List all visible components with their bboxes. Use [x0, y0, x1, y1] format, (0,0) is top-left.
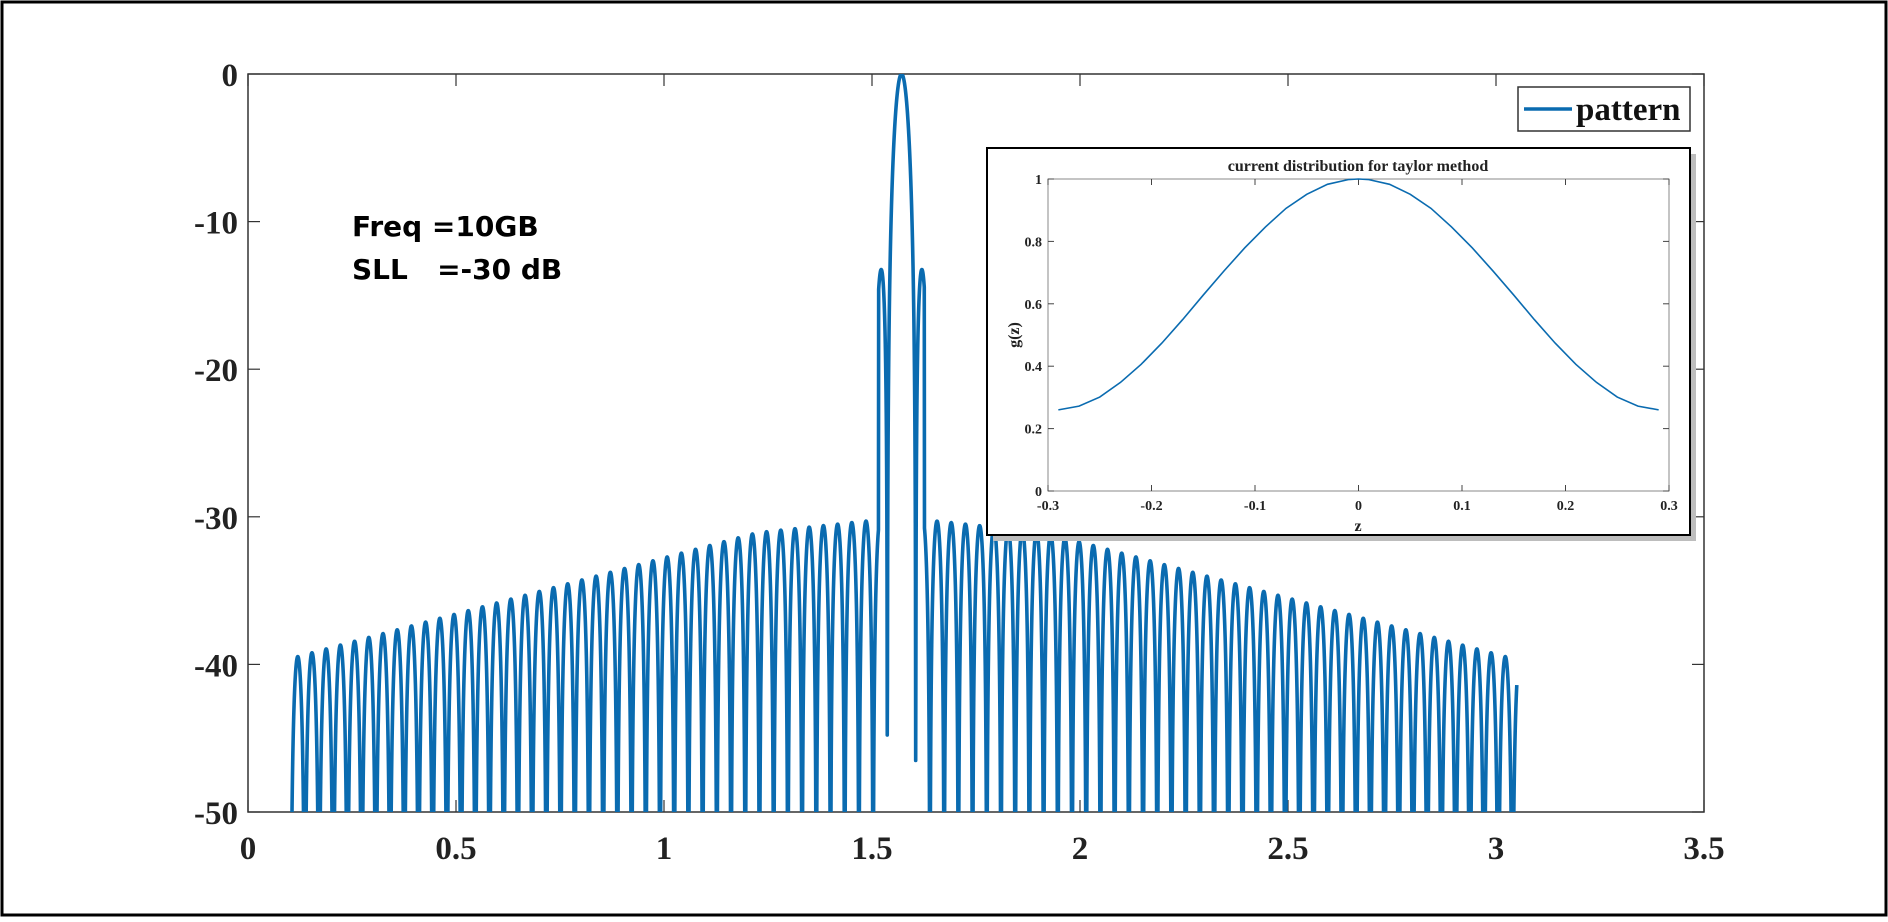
inset-series-line: [1058, 178, 1659, 411]
inset-x-tick-label: 0: [1355, 499, 1362, 514]
annotation-sll: SLL =-30 dB: [352, 253, 562, 286]
main-x-tick-labels: 0 0.5 1 1.5 2 2.5 3 3.5: [240, 831, 1725, 867]
inset-ticks: [1047, 178, 1670, 492]
inset-chart: current distribution for taylor method z…: [986, 147, 1696, 541]
inset-plot-area: [1047, 178, 1670, 492]
main-y-tick-label: -50: [194, 796, 238, 832]
main-y-tick-label: 0: [222, 58, 239, 94]
main-x-tick-label: 0.5: [435, 831, 476, 867]
inset-x-tick-label: -0.3: [1037, 499, 1059, 514]
inset-y-tick-label: 1: [1035, 173, 1042, 188]
main-y-tick-label: -40: [194, 648, 238, 684]
inset-x-tick-labels: -0.3 -0.2 -0.1 0 0.1 0.2 0.3: [1037, 499, 1678, 514]
inset-x-tick-label: -0.2: [1140, 499, 1162, 514]
main-x-tick-label: 2: [1072, 831, 1089, 867]
main-y-tick-label: -20: [194, 353, 238, 389]
inset-x-tick-label: 0.1: [1453, 499, 1471, 514]
legend: pattern: [1517, 86, 1691, 132]
inset-title: current distribution for taylor method: [1228, 158, 1489, 175]
legend-label-pattern: pattern: [1576, 92, 1680, 128]
inset-x-tick-label: 0.3: [1660, 499, 1678, 514]
annotation-freq: Freq =10GB: [352, 210, 539, 243]
inset-y-tick-label: 0: [1035, 485, 1042, 500]
main-y-tick-label: -10: [194, 206, 238, 242]
inset-y-tick-labels: 0 0.2 0.4 0.6 0.8 1: [1025, 173, 1043, 500]
inset-x-tick-label: 0.2: [1557, 499, 1575, 514]
main-y-tick-label: -30: [194, 501, 238, 537]
main-x-tick-label: 1.5: [851, 831, 892, 867]
inset-y-tick-label: 0.4: [1025, 360, 1043, 375]
inset-x-axis-label: z: [1354, 518, 1361, 535]
inset-y-tick-label: 0.6: [1025, 298, 1043, 313]
inset-y-tick-label: 0.8: [1025, 235, 1043, 250]
inset-x-tick-label: -0.1: [1244, 499, 1266, 514]
main-y-tick-labels: 0 -10 -20 -30 -40 -50: [194, 58, 238, 832]
main-x-tick-label: 3.5: [1683, 831, 1724, 867]
main-x-tick-label: 0: [240, 831, 257, 867]
series-line-pattern: [290, 74, 1519, 812]
inset-y-axis-label: g(z): [1006, 322, 1023, 348]
main-x-tick-label: 2.5: [1267, 831, 1308, 867]
main-x-tick-label: 1: [656, 831, 673, 867]
inset-y-tick-label: 0.2: [1025, 423, 1043, 438]
main-x-tick-label: 3: [1488, 831, 1505, 867]
